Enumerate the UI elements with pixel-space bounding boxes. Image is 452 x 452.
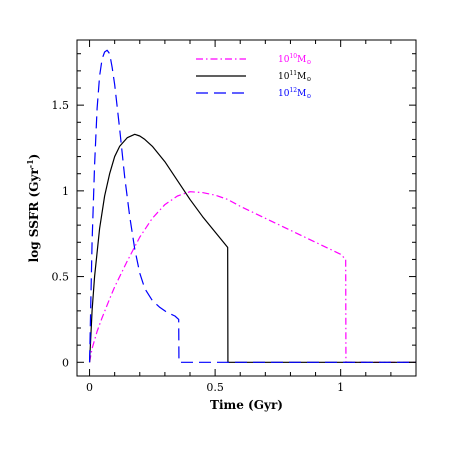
- y-tick-label: 0.5: [52, 271, 70, 284]
- x-axis-label: Time (Gyr): [210, 398, 283, 412]
- legend-entry-label: 1010M⊙: [278, 53, 311, 66]
- ticks-layer: 0 0.5 1 0 0.5 1 1.5: [52, 40, 417, 394]
- series-line-10-12: [88, 49, 416, 363]
- y-tick-label: 1.5: [52, 99, 70, 112]
- y-axis-label: log SSFR (Gyr-1): [25, 154, 41, 263]
- legend-entry-label: 1011M⊙: [278, 70, 311, 83]
- legend-entry-label: 1012M⊙: [278, 87, 311, 100]
- series-layer: [88, 49, 416, 363]
- legend: 1010M⊙ 1011M⊙ 1012M⊙: [196, 53, 311, 100]
- plot-frame: [76, 39, 417, 377]
- y-tick-label: 1: [62, 185, 69, 198]
- series-line-10-11: [88, 133, 416, 363]
- x-tick-label: 1: [337, 381, 344, 394]
- x-tick-label: 0: [86, 381, 93, 394]
- x-tick-label: 0.5: [206, 381, 224, 394]
- series-line-10-10: [88, 191, 416, 363]
- y-tick-label: 0: [62, 356, 69, 369]
